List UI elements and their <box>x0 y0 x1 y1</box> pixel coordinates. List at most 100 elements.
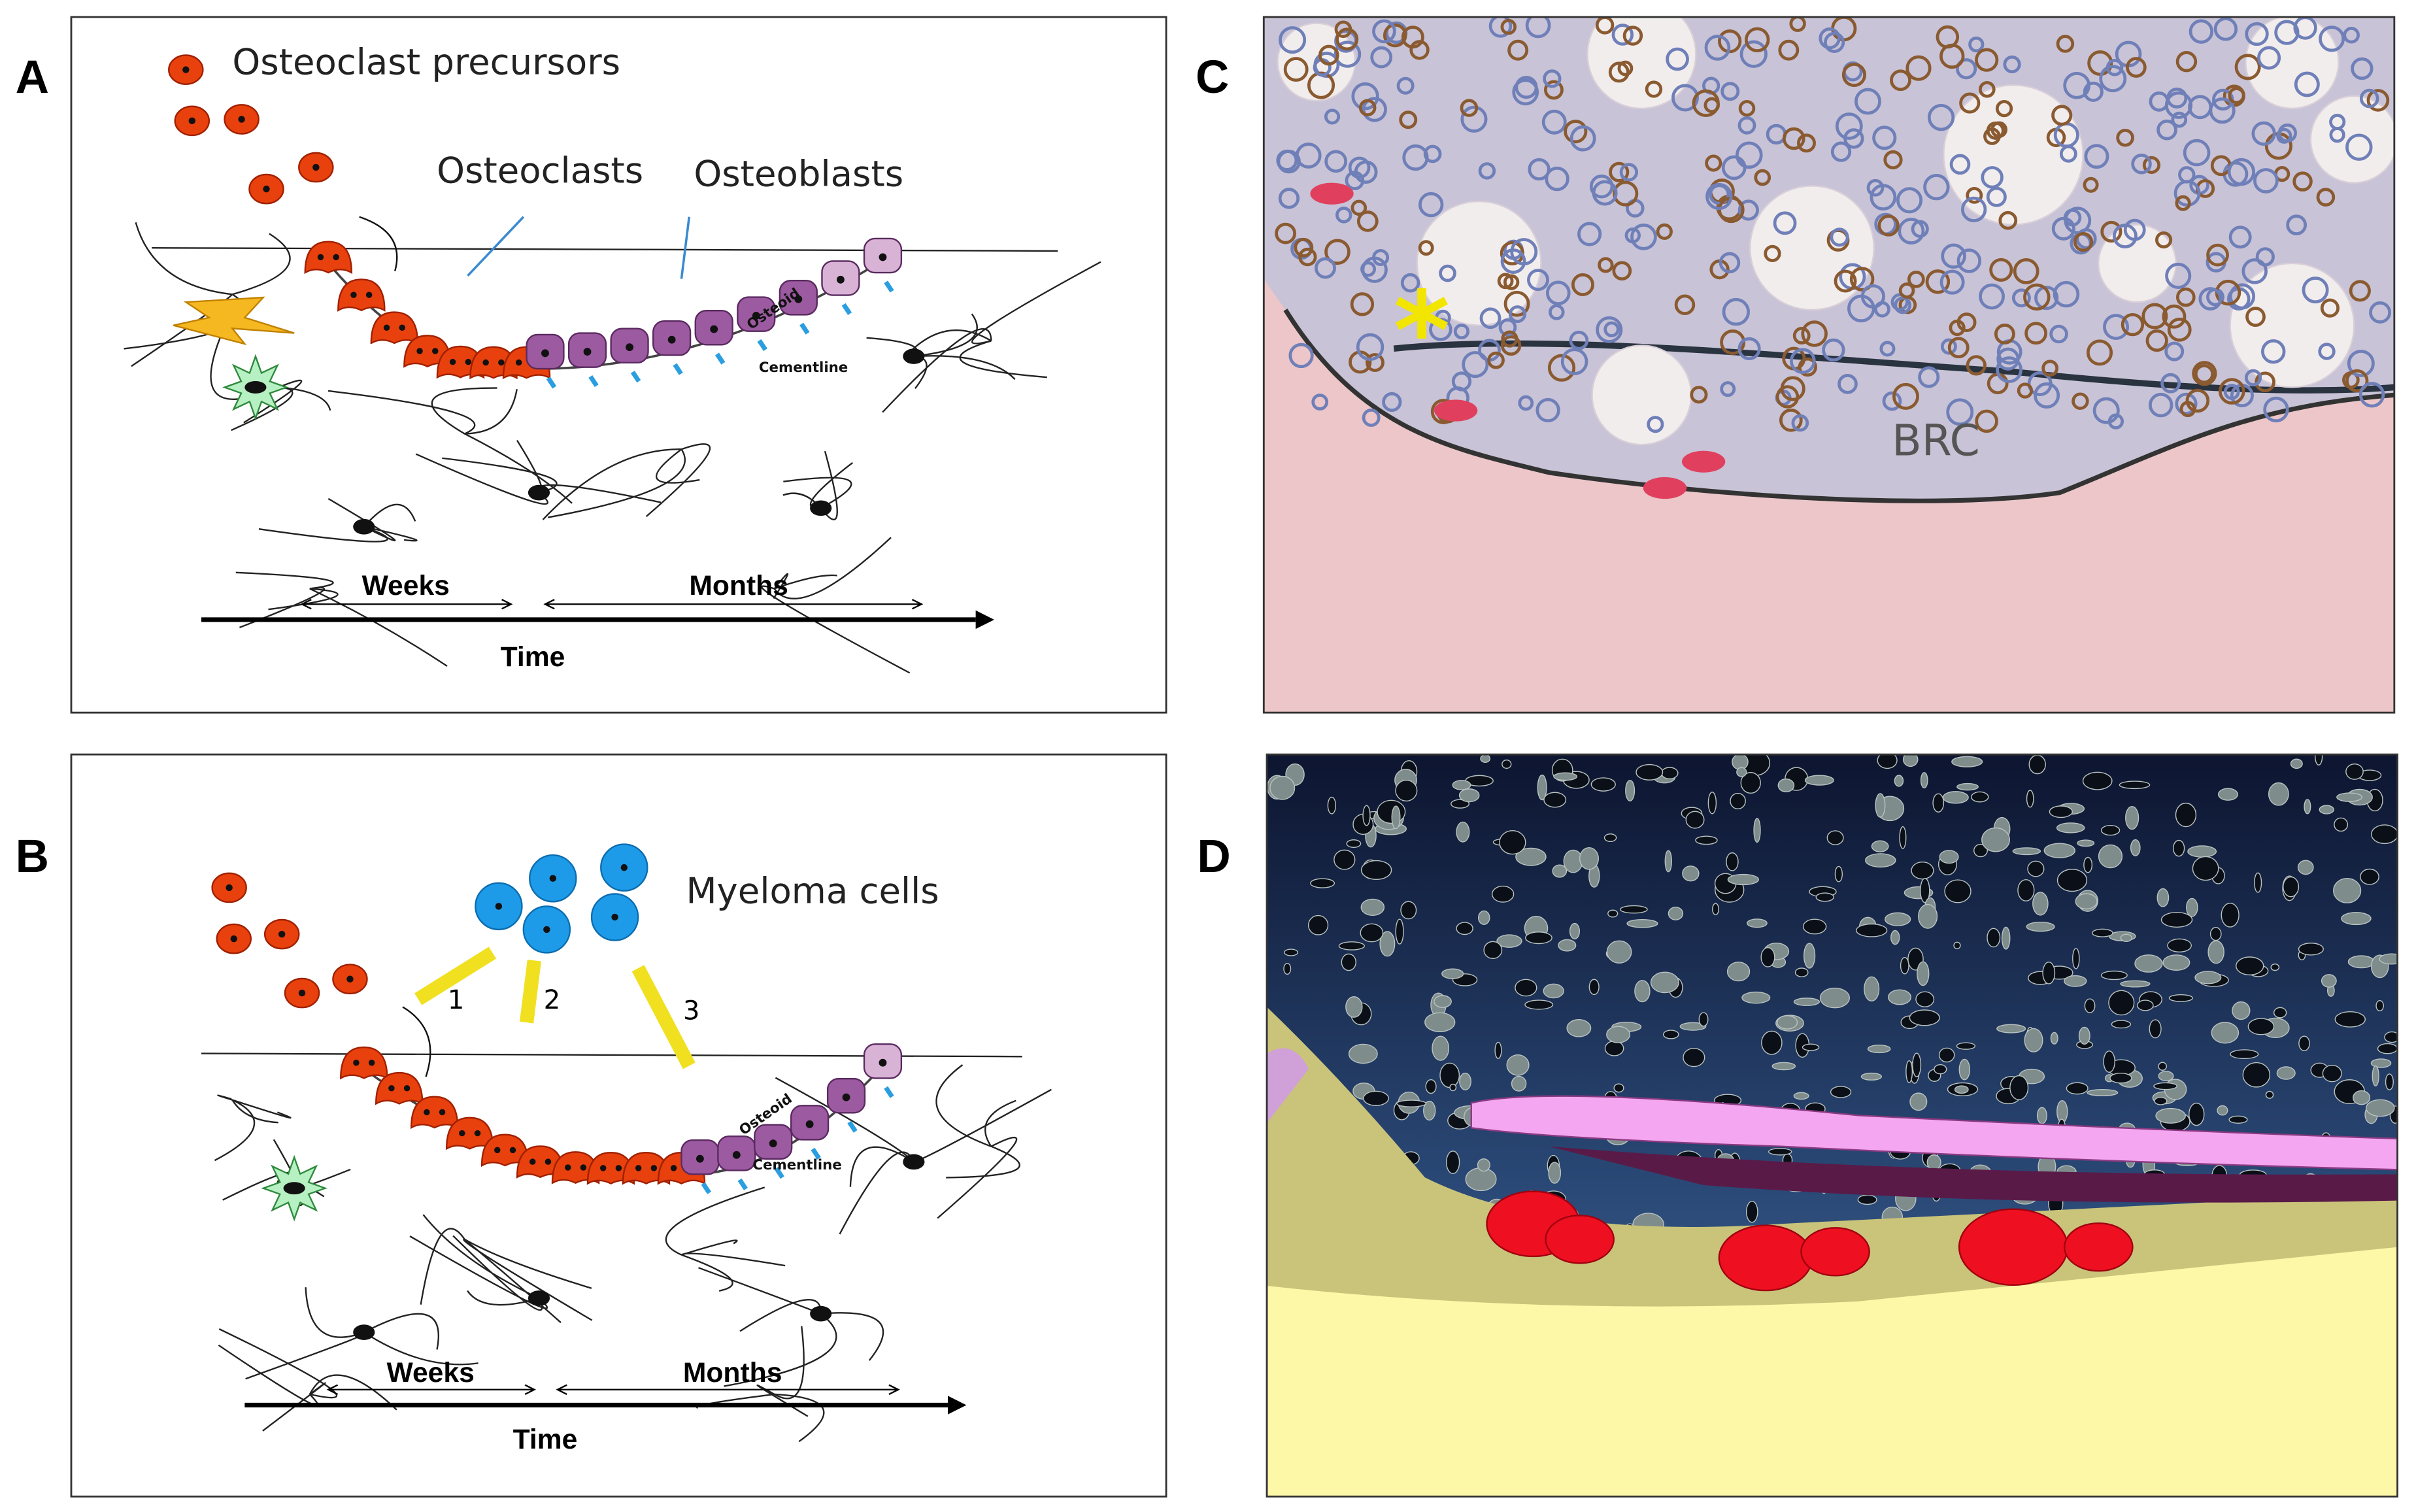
cell-particle <box>1480 754 1491 764</box>
cell-particle <box>1360 860 1392 881</box>
cell-particle <box>1727 873 1759 886</box>
nucleus <box>365 292 373 298</box>
marrow-cell <box>1925 269 1951 294</box>
cell-particle <box>1613 1083 1624 1093</box>
marrow-cell <box>2349 280 2371 302</box>
cell-particle <box>2365 1099 2395 1117</box>
cell-particle <box>1543 792 1567 808</box>
osteocyte <box>810 500 832 516</box>
cell-particle <box>1857 1194 1877 1205</box>
marrow-cell <box>2171 111 2188 128</box>
cell-particle <box>1400 901 1417 920</box>
marrow-cell <box>1671 84 1699 112</box>
stained-cell <box>1518 395 1534 411</box>
cell-particle <box>1456 821 1470 843</box>
cell-particle <box>1377 799 1406 824</box>
nucleus <box>710 325 718 333</box>
cell-particle <box>1634 980 1651 1003</box>
nucleus <box>298 989 306 997</box>
cell-particle <box>1506 1054 1530 1076</box>
marrow-cell <box>2294 71 2320 97</box>
cell-particle <box>1496 934 1522 948</box>
cell-particle <box>1956 1042 1976 1050</box>
nucleus <box>599 1165 607 1171</box>
osteocyte-process <box>913 313 978 358</box>
stained-cell <box>1294 237 1314 258</box>
stained-cell <box>1775 385 1800 409</box>
cell-particle <box>2017 879 2035 901</box>
osteocyte-process <box>231 1099 278 1124</box>
cell-particle <box>1391 805 1401 830</box>
arrow-head <box>975 610 995 630</box>
nucleus <box>842 1093 850 1101</box>
stained-cell <box>1656 223 1673 240</box>
arrow <box>359 216 398 272</box>
marrow-cell <box>1283 57 1309 82</box>
cell-particle <box>1569 922 1581 940</box>
osteocyte-process <box>665 1186 765 1256</box>
cell-particle <box>2109 1072 2132 1084</box>
osteocyte <box>528 484 550 501</box>
cell-particle <box>1905 1060 1913 1083</box>
marrow-cell <box>2084 144 2109 169</box>
osteoclast <box>2064 1222 2134 1272</box>
osteoid-dash <box>588 375 599 388</box>
cell-particle <box>1867 1044 1891 1054</box>
stained-cell <box>1335 207 1352 224</box>
cell-particle <box>1434 995 1452 1008</box>
marrow-cell <box>1939 269 1965 295</box>
nucleus <box>667 335 676 344</box>
marrow-cell <box>1503 290 1530 317</box>
osteoclast <box>1718 1224 1813 1292</box>
osteocyte-process <box>467 1290 539 1306</box>
osteocyte-process <box>217 1094 233 1101</box>
cell-particle <box>2384 1031 2398 1043</box>
stained-cell <box>1460 105 1488 133</box>
marrow-cell <box>1318 44 1339 66</box>
arrow-head <box>947 1396 967 1415</box>
cell-particle <box>1451 799 1470 809</box>
cell-particle <box>1685 811 1705 829</box>
stained-cell <box>1892 382 1919 410</box>
stained-cell <box>1409 40 1430 60</box>
cell-particle <box>2360 868 2379 885</box>
cell-particle <box>2009 1075 2029 1101</box>
stained-cell <box>1549 304 1565 320</box>
marrow-cell <box>1298 247 1317 267</box>
stained-cell <box>1435 309 1451 326</box>
cell-particle <box>2273 1007 2287 1018</box>
cell-particle <box>2353 1090 2371 1105</box>
osteocyte-process <box>971 261 1101 344</box>
osteocyte <box>528 1290 550 1306</box>
cell-particle <box>2254 872 2262 893</box>
cell-particle <box>1956 782 1979 791</box>
stained-cell <box>2164 341 2185 361</box>
nucleus <box>879 253 887 261</box>
nucleus <box>794 295 803 303</box>
cell-particle <box>1395 779 1418 801</box>
label: Cementline <box>752 1157 841 1173</box>
osteocyte-process <box>935 1064 992 1147</box>
cell-particle <box>1707 792 1717 815</box>
cell-particle <box>2082 771 2113 790</box>
span-head <box>300 599 513 610</box>
cell-particle <box>1726 852 1739 871</box>
cell-particle <box>1360 898 1385 916</box>
marrow-cell <box>1288 343 1314 369</box>
osteocyte <box>353 1324 375 1340</box>
nucleus <box>230 935 237 943</box>
cell-particle <box>1958 1058 1971 1081</box>
cell-particle <box>1793 998 1820 1006</box>
marrow-cell <box>1737 337 1761 361</box>
cell-particle <box>1741 991 1771 1004</box>
marrow-cell <box>2245 22 2269 46</box>
marrow-cell <box>1882 391 1902 411</box>
stained-cell <box>1822 338 1845 362</box>
cell-particle <box>1477 1158 1490 1172</box>
cell-particle <box>2372 1065 2379 1087</box>
cell-particle <box>1915 991 1935 1007</box>
canopy-line <box>1283 309 2394 503</box>
cell-particle <box>2186 898 2198 917</box>
cell-particle <box>1379 931 1396 957</box>
nucleus <box>424 1109 430 1116</box>
